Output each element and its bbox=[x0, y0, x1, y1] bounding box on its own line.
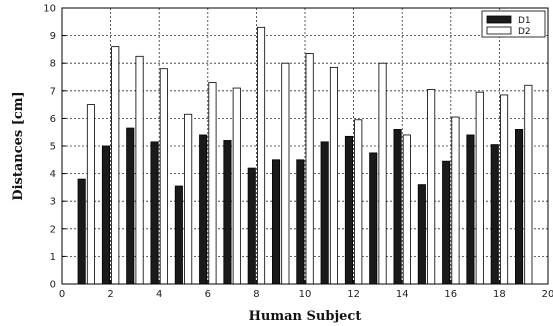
x-axis-label: Human Subject bbox=[249, 309, 362, 324]
bar-d1-subject-2 bbox=[101, 145, 110, 285]
bar-d1-subject-13 bbox=[369, 152, 378, 285]
y-tick-label: 4 bbox=[50, 169, 56, 180]
bar-d2-subject-5 bbox=[184, 113, 193, 285]
y-tick-label: 1 bbox=[50, 252, 56, 263]
bar-d2-subject-14 bbox=[402, 134, 411, 285]
bar-d1-subject-18 bbox=[490, 144, 499, 285]
bar-d2-subject-10 bbox=[305, 53, 314, 285]
bars bbox=[77, 26, 533, 285]
x-tick-label: 10 bbox=[299, 289, 312, 300]
x-tick-label: 4 bbox=[156, 289, 162, 300]
y-axis-label: Distances [cm] bbox=[11, 91, 26, 200]
legend-label-d1: D1 bbox=[518, 16, 531, 26]
x-tick-label: 18 bbox=[493, 289, 506, 300]
y-tick-label: 5 bbox=[50, 142, 56, 153]
bar-d2-subject-1 bbox=[86, 104, 95, 285]
bar-d1-subject-9 bbox=[272, 159, 281, 285]
bar-d1-subject-14 bbox=[393, 129, 402, 285]
bar-d1-subject-11 bbox=[320, 141, 329, 285]
bar-d2-subject-18 bbox=[499, 94, 509, 285]
bar-d1-subject-8 bbox=[247, 167, 256, 285]
x-tick-label: 6 bbox=[205, 289, 211, 300]
bar-d2-subject-7 bbox=[232, 87, 241, 285]
bar-d1-subject-3 bbox=[126, 127, 135, 285]
bar-d1-subject-4 bbox=[150, 141, 159, 285]
x-tick-label: 0 bbox=[59, 289, 65, 300]
bar-d2-subject-3 bbox=[135, 55, 144, 285]
bar-d2-subject-17 bbox=[475, 91, 484, 285]
bar-d2-subject-11 bbox=[329, 66, 338, 285]
bar-d1-subject-16 bbox=[442, 160, 451, 285]
x-tick-label: 16 bbox=[444, 289, 457, 300]
y-tick-label: 8 bbox=[50, 59, 56, 70]
bar-d2-subject-15 bbox=[427, 89, 436, 285]
y-tick-label: 6 bbox=[50, 114, 56, 125]
bar-d1-subject-19 bbox=[515, 129, 524, 285]
y-tick-label: 3 bbox=[50, 197, 56, 208]
bar-d1-subject-12 bbox=[344, 135, 353, 285]
legend-swatch-d1 bbox=[486, 15, 512, 24]
bar-d2-subject-9 bbox=[281, 62, 290, 285]
bar-d2-subject-13 bbox=[378, 62, 387, 285]
bar-d2-subject-16 bbox=[451, 116, 460, 285]
bar-d2-subject-4 bbox=[159, 68, 168, 285]
bar-d1-subject-6 bbox=[199, 134, 208, 285]
y-tick-label: 2 bbox=[50, 224, 56, 235]
bar-d1-subject-1 bbox=[77, 178, 86, 285]
x-tick-label: 2 bbox=[107, 289, 113, 300]
bar-d2-subject-12 bbox=[354, 119, 363, 285]
x-tick-label: 14 bbox=[396, 289, 409, 300]
x-tick-label: 8 bbox=[253, 289, 259, 300]
y-tick-label: 10 bbox=[43, 4, 56, 15]
bar-d2-subject-19 bbox=[524, 84, 533, 285]
bar-d1-subject-10 bbox=[296, 159, 305, 285]
y-tick-label: 9 bbox=[50, 31, 56, 42]
x-tick-label: 20 bbox=[542, 289, 553, 300]
legend-swatch-d2 bbox=[486, 26, 512, 35]
legend-label-d2: D2 bbox=[518, 27, 531, 37]
y-tick-label: 7 bbox=[50, 86, 56, 97]
bar-d2-subject-2 bbox=[111, 46, 120, 285]
bar-d2-subject-8 bbox=[256, 26, 266, 285]
y-tick-label: 0 bbox=[50, 280, 56, 291]
bar-d1-subject-5 bbox=[174, 185, 183, 285]
x-tick-label: 12 bbox=[347, 289, 360, 300]
bar-d1-subject-7 bbox=[223, 140, 232, 285]
grid-lines bbox=[62, 8, 548, 284]
bar-d1-subject-15 bbox=[417, 184, 426, 285]
bar-d2-subject-6 bbox=[208, 82, 217, 285]
bar-d1-subject-17 bbox=[466, 134, 475, 285]
